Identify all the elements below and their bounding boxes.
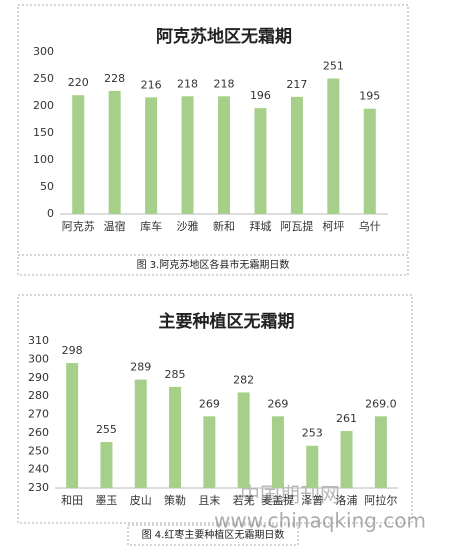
y-tick-label: 290 (28, 371, 49, 384)
y-tick-label: 50 (40, 180, 54, 193)
data-label: 218 (214, 77, 235, 90)
x-tick-label: 麦盖提 (261, 493, 294, 507)
x-tick-label: 沙雅 (177, 219, 199, 233)
bar (72, 95, 85, 214)
bar (271, 416, 284, 488)
data-label: 196 (250, 89, 271, 102)
data-label: 217 (286, 78, 307, 91)
watermark-logo: 中国期刊网 (240, 483, 340, 507)
bar (181, 96, 194, 214)
data-label: 195 (359, 90, 380, 103)
x-tick-label: 柯坪 (322, 220, 344, 233)
bar (254, 108, 267, 214)
x-tick-label: 温宿 (104, 219, 126, 233)
caption-frame (17, 254, 409, 276)
data-label: 261 (336, 412, 357, 425)
chart-title: 主要种植区无霜期 (159, 311, 295, 332)
data-label: 253 (302, 427, 323, 440)
caption-frame (127, 524, 299, 546)
x-tick-label: 皮山 (130, 494, 152, 507)
x-tick-label: 新和 (213, 219, 235, 233)
data-label: 216 (141, 78, 162, 91)
x-tick-label: 和田 (61, 494, 83, 507)
y-tick-label: 250 (28, 444, 49, 457)
data-label: 228 (104, 72, 125, 85)
bar (363, 108, 376, 214)
y-tick-label: 250 (33, 72, 54, 85)
bar (108, 90, 121, 214)
data-label: 220 (68, 76, 89, 89)
y-tick-label: 100 (33, 153, 54, 166)
y-tick-label: 150 (33, 126, 54, 139)
data-label: 269.0 (365, 397, 397, 410)
y-tick-label: 260 (28, 426, 49, 439)
bar (306, 445, 319, 488)
y-tick-label: 270 (28, 408, 49, 421)
data-label: 269 (199, 397, 220, 410)
watermark-url: www.chinaqking.com (214, 509, 426, 533)
bar (218, 96, 230, 214)
caption: 图 4.红枣主要种植区无霜期日数 (142, 528, 285, 541)
bar (374, 416, 387, 488)
figure-frame (17, 294, 413, 524)
data-label: 282 (233, 373, 254, 386)
x-tick-label: 且末 (198, 493, 220, 507)
x-tick-label: 乌什 (359, 219, 381, 233)
data-label: 285 (165, 368, 186, 381)
x-tick-label: 洛浦 (336, 493, 358, 507)
data-label: 269 (267, 397, 288, 410)
data-label: 218 (177, 77, 198, 90)
bar (100, 442, 113, 488)
x-tick-label: 若羌 (233, 494, 255, 507)
data-label: 251 (323, 59, 344, 72)
data-label: 255 (96, 423, 117, 436)
y-tick-label: 300 (28, 352, 49, 365)
chart-title: 阿克苏地区无霜期 (156, 26, 292, 47)
data-label: 298 (62, 344, 83, 357)
bar (327, 78, 340, 215)
data-label: 289 (130, 361, 151, 374)
bar (134, 379, 147, 488)
bar (290, 96, 303, 214)
y-tick-label: 280 (28, 389, 49, 402)
x-tick-label: 策勒 (164, 493, 186, 507)
x-tick-label: 阿瓦提 (280, 220, 313, 233)
x-tick-label: 阿拉尔 (364, 493, 397, 507)
bar (66, 363, 79, 488)
y-tick-label: 0 (47, 207, 54, 220)
x-tick-label: 阿克苏 (62, 220, 95, 233)
x-tick-label: 库车 (140, 219, 162, 233)
y-tick-label: 300 (33, 45, 54, 58)
bar (145, 97, 158, 214)
bar (169, 386, 182, 488)
y-tick-label: 310 (28, 334, 49, 347)
x-tick-label: 拜城 (249, 220, 271, 233)
x-tick-label: 墨玉 (95, 494, 117, 507)
x-tick-label: 泽普 (301, 493, 323, 507)
bar (340, 431, 353, 488)
y-tick-label: 240 (28, 463, 49, 476)
bar (237, 392, 250, 488)
bar (203, 416, 216, 488)
y-tick-label: 230 (28, 481, 49, 494)
caption: 图 3.阿克苏地区各县市无霜期日数 (137, 258, 290, 271)
y-tick-label: 200 (33, 99, 54, 112)
